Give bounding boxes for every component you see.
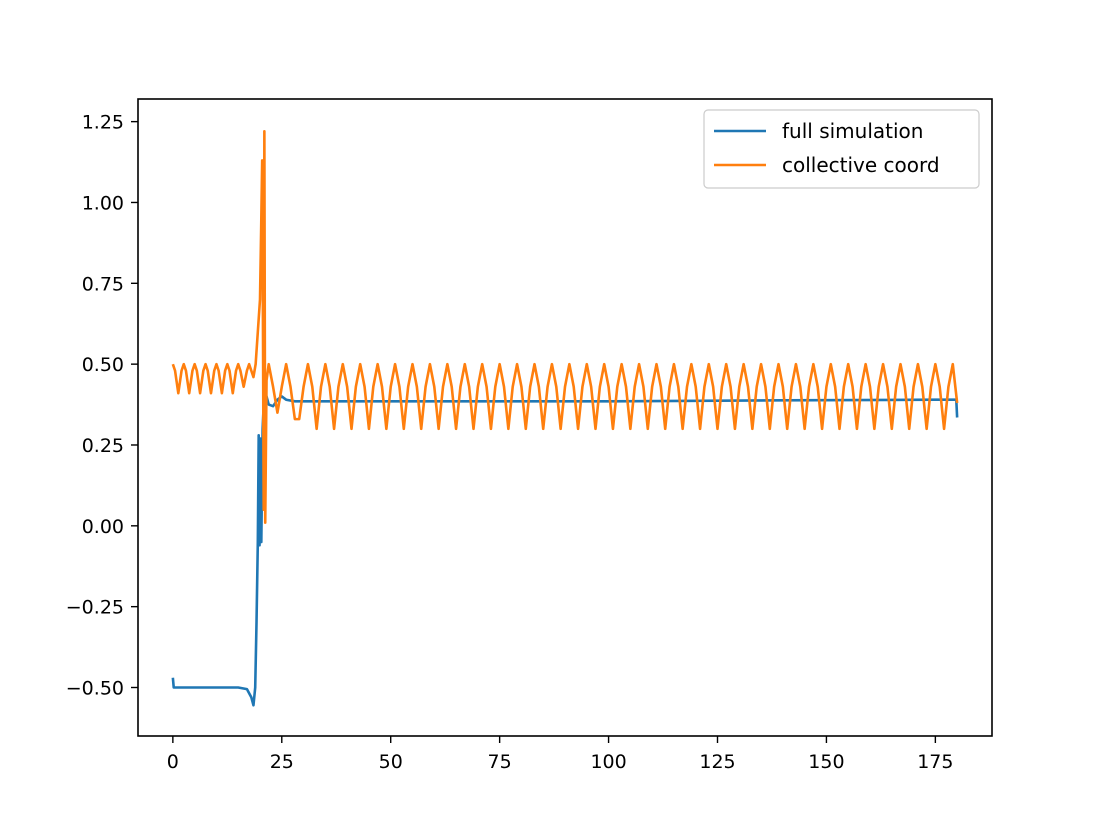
y-tick-label: 1.00: [82, 192, 124, 214]
y-tick-label: 0.50: [82, 354, 124, 376]
y-tick-label: −0.50: [66, 677, 124, 699]
x-tick-label: 0: [167, 751, 179, 773]
legend-label-collective-coord: collective coord: [782, 153, 940, 177]
series-layer: [171, 130, 959, 707]
legend-label-full-simulation: full simulation: [782, 119, 923, 143]
x-tick-label: 100: [590, 751, 626, 773]
series-line-collective-coord: [171, 130, 959, 524]
x-tick-label: 150: [808, 751, 844, 773]
x-tick-label: 50: [379, 751, 403, 773]
x-tick-label: 75: [488, 751, 512, 773]
x-tick-label: 125: [699, 751, 735, 773]
x-axis: 0 25 50 75 100 125 150 175: [167, 736, 953, 773]
legend-box: [703, 109, 980, 189]
legend: full simulation collective coord: [703, 109, 980, 189]
x-tick-label: 175: [917, 751, 953, 773]
y-tick-label: 0.75: [82, 273, 124, 295]
plot-frame: [137, 98, 993, 737]
y-tick-label: 0.25: [82, 435, 124, 457]
y-tick-label: −0.25: [66, 597, 124, 619]
x-tick-label: 25: [270, 751, 294, 773]
y-axis: −0.50 −0.25 0.00 0.25 0.50 0.75 1.00 1.25: [66, 112, 138, 699]
y-tick-label: 1.25: [82, 112, 124, 134]
y-tick-label: 0.00: [82, 516, 124, 538]
